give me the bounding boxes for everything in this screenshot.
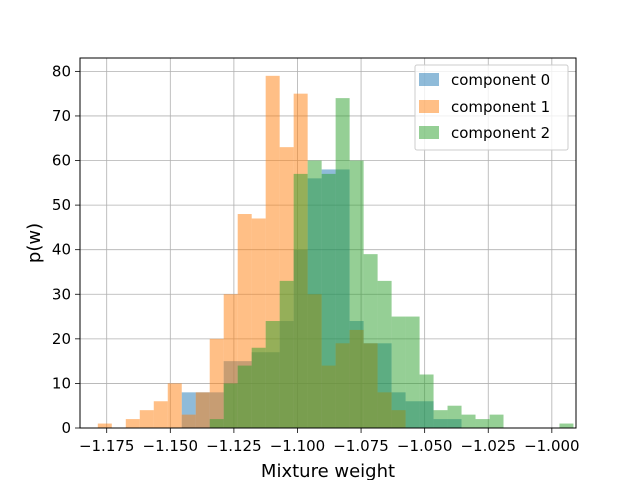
series-component-2	[209, 98, 574, 428]
histogram-bar	[349, 160, 364, 428]
histogram-bar	[139, 410, 154, 428]
x-tick-label: −1.150	[143, 437, 199, 455]
legend: component 0 component 1 component 2	[414, 64, 569, 151]
histogram-bar	[391, 316, 406, 428]
x-tick-label: −1.100	[270, 437, 326, 455]
histogram-bar	[433, 410, 448, 428]
legend-swatch-component-0	[419, 73, 439, 86]
x-tick-label: −1.000	[524, 437, 580, 455]
y-tick-label: 50	[52, 196, 71, 214]
histogram-bar	[461, 414, 476, 428]
histogram-bar	[209, 419, 224, 428]
histogram-bar	[447, 405, 462, 428]
y-axis-label: p(w)	[24, 223, 45, 263]
histogram-bar	[209, 338, 224, 428]
histogram-bar	[419, 374, 434, 428]
y-tick-label: 20	[52, 330, 71, 348]
histogram-bar	[195, 392, 210, 428]
histogram-bar	[153, 401, 168, 428]
x-tick-label: −1.025	[460, 437, 516, 455]
x-tick-label: −1.075	[333, 437, 389, 455]
legend-swatch-component-1	[419, 100, 439, 113]
y-tick-label: 0	[61, 419, 71, 437]
y-tick-label: 10	[52, 374, 71, 392]
legend-label-component-1: component 1	[451, 98, 550, 116]
histogram-bar	[97, 423, 112, 428]
histogram-bar	[489, 414, 504, 428]
plot-frame	[79, 57, 577, 429]
y-tick-label: 60	[52, 152, 71, 170]
histogram-bar	[559, 423, 574, 428]
legend-swatch-component-2	[419, 126, 439, 139]
histogram-bar	[293, 173, 308, 428]
histogram-bar	[181, 414, 196, 428]
bars	[97, 75, 574, 429]
histogram-bar	[475, 419, 490, 428]
x-axis-label: Mixture weight	[261, 461, 395, 480]
x-tick-label: −1.125	[206, 437, 262, 455]
histogram-bar	[223, 383, 238, 428]
x-tick-label: −1.050	[397, 437, 453, 455]
x-axis-ticks: −1.175 −1.150 −1.125 −1.100 −1.075 −1.050 −1.0…	[79, 428, 580, 455]
legend-label-component-2: component 2	[451, 124, 550, 142]
histogram-bar	[265, 321, 280, 428]
histogram-bar	[237, 365, 252, 428]
y-tick-label: 70	[52, 107, 71, 125]
histogram-bar	[321, 173, 336, 428]
histogram-bar	[279, 280, 294, 428]
histogram-bar	[251, 347, 266, 428]
legend-box	[414, 64, 569, 151]
histogram-bar	[167, 383, 182, 428]
legend-label-component-0: component 0	[451, 71, 550, 89]
histogram-bar	[377, 280, 392, 428]
histogram-bar	[363, 254, 378, 428]
y-axis-ticks: 0 10 20 30 40 50 60 70 80	[52, 62, 80, 437]
x-tick-label: −1.175	[79, 437, 135, 455]
y-tick-label: 80	[52, 62, 71, 80]
histogram-bar	[125, 419, 140, 428]
histogram-bar	[405, 316, 420, 428]
histogram-bar	[335, 98, 350, 428]
y-tick-label: 40	[52, 241, 71, 259]
y-tick-label: 30	[52, 285, 71, 303]
histogram-bar	[307, 160, 322, 428]
